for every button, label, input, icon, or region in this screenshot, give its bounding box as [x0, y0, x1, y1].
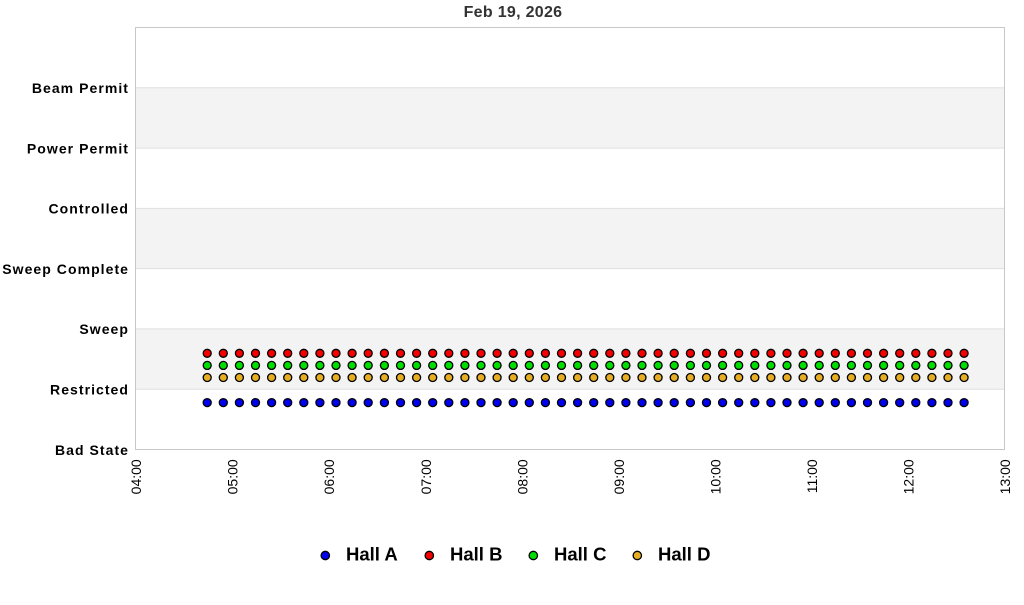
svg-text:05:00: 05:00 — [225, 459, 241, 494]
svg-text:Feb 19, 2026: Feb 19, 2026 — [464, 4, 563, 21]
svg-text:Hall A: Hall A — [346, 544, 398, 565]
svg-text:Sweep Complete: Sweep Complete — [2, 261, 129, 277]
svg-text:06:00: 06:00 — [321, 459, 337, 494]
svg-text:07:00: 07:00 — [418, 459, 434, 494]
svg-text:13:00: 13:00 — [997, 459, 1013, 494]
svg-text:Hall C: Hall C — [554, 544, 606, 565]
svg-text:Hall D: Hall D — [658, 544, 710, 565]
svg-text:Controlled: Controlled — [49, 201, 130, 217]
svg-text:Power Permit: Power Permit — [27, 140, 129, 156]
svg-text:Restricted: Restricted — [50, 382, 129, 398]
svg-text:Hall B: Hall B — [450, 544, 502, 565]
svg-text:08:00: 08:00 — [514, 459, 530, 494]
svg-text:11:00: 11:00 — [804, 459, 820, 493]
svg-text:09:00: 09:00 — [611, 459, 627, 494]
svg-text:Bad State: Bad State — [55, 442, 129, 458]
svg-text:Sweep: Sweep — [79, 321, 129, 337]
svg-text:10:00: 10:00 — [707, 459, 723, 494]
svg-text:12:00: 12:00 — [901, 459, 917, 494]
svg-text:04:00: 04:00 — [128, 459, 144, 494]
svg-text:Beam Permit: Beam Permit — [32, 80, 129, 96]
